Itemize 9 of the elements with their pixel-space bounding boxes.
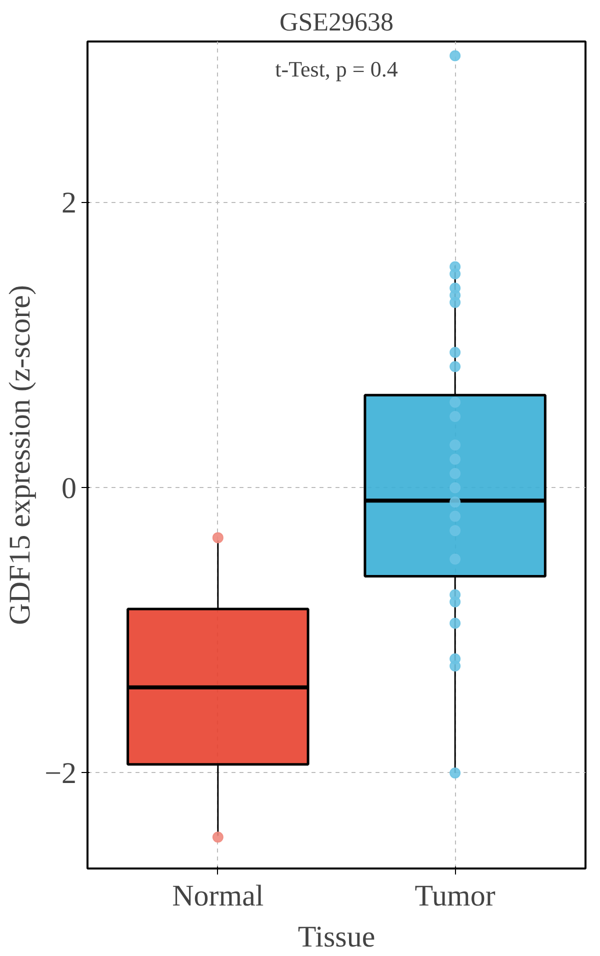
x-tick-label: Normal bbox=[172, 880, 264, 912]
y-tick-label: −2 bbox=[44, 756, 77, 790]
y-tick-label: 2 bbox=[62, 186, 76, 220]
annotation: t-Test, p = 0.4 bbox=[275, 56, 398, 82]
y-tick-label: 0 bbox=[62, 472, 76, 505]
chart-title: GSE29638 bbox=[279, 8, 394, 36]
x-tick-label: Tumor bbox=[414, 880, 496, 912]
y-axis-title: GDF15 expression (z-score) bbox=[4, 285, 37, 625]
x-axis-title: Tissue bbox=[298, 920, 376, 954]
